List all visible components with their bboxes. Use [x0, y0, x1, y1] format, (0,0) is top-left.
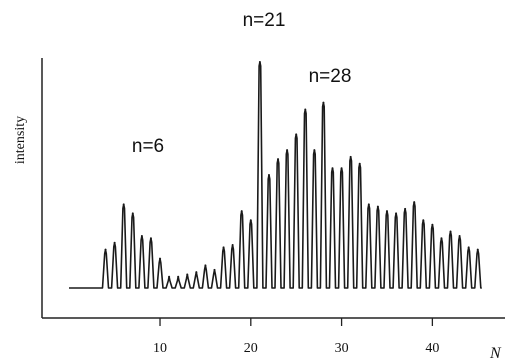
peak-point — [113, 241, 116, 244]
peak-point — [413, 201, 416, 204]
peak-point — [159, 257, 162, 260]
peak-point — [476, 248, 479, 251]
peak-point — [440, 237, 443, 240]
peak-point — [449, 230, 452, 233]
peak-point — [358, 162, 361, 165]
peak-point — [349, 155, 352, 158]
annotation-n6: n=6 — [132, 136, 164, 157]
annotation-n28: n=28 — [309, 66, 352, 87]
x-tick-label: 30 — [335, 341, 349, 356]
x-tick-label: 20 — [244, 341, 258, 356]
y-axis-title: intensity — [13, 116, 28, 164]
peak-point — [168, 275, 171, 278]
peak-point — [295, 133, 298, 136]
spectrum-line — [69, 61, 482, 289]
peak-point — [277, 158, 280, 161]
peak-point — [431, 223, 434, 226]
peak-point — [304, 108, 307, 111]
peak-point — [313, 149, 316, 152]
peak-point — [222, 246, 225, 249]
x-ticks: 10 20 30 40 — [153, 318, 439, 356]
peak-point — [340, 167, 343, 170]
peak-point — [122, 203, 125, 206]
peak-point — [140, 235, 143, 238]
x-tick-label: 40 — [425, 341, 439, 356]
peak-point — [231, 244, 234, 247]
peak-point — [177, 275, 180, 278]
peak-point — [376, 205, 379, 208]
peak-point — [131, 212, 134, 215]
peak-point — [404, 207, 407, 210]
peak-point — [367, 203, 370, 206]
peak-point — [422, 219, 425, 222]
peak-point — [195, 271, 198, 274]
peak-point — [258, 61, 261, 63]
peak-point — [322, 101, 325, 104]
peak-point — [385, 210, 388, 213]
peak-point — [149, 237, 152, 240]
peak-point — [213, 268, 216, 271]
peak-point — [267, 174, 270, 176]
peak-point — [240, 210, 243, 213]
annotation-n21: n=21 — [243, 10, 286, 31]
peak-point — [458, 235, 461, 238]
x-axis-title: N — [489, 345, 502, 362]
x-tick-label: 10 — [153, 341, 167, 356]
peak-point — [104, 248, 107, 251]
peak-point — [249, 219, 252, 222]
peak-point — [204, 264, 207, 267]
peak-point — [286, 149, 289, 152]
peak-point — [331, 167, 334, 170]
peak-point — [395, 212, 398, 215]
peak-marks — [104, 61, 479, 278]
peak-point — [186, 273, 189, 276]
peak-point — [467, 246, 470, 249]
